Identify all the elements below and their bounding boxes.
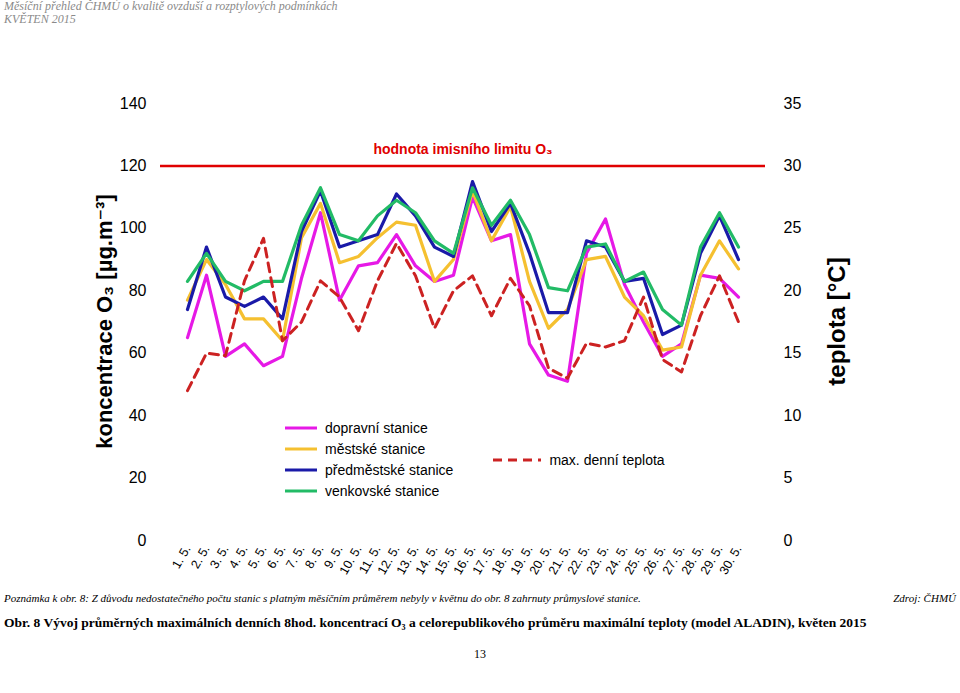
svg-text:27. 5.: 27. 5.	[659, 543, 688, 578]
svg-text:20: 20	[129, 469, 147, 486]
svg-text:15. 5.: 15. 5.	[431, 543, 460, 578]
html-text:venkovské stanice: venkovské stanice	[325, 483, 440, 499]
svg-text:30: 30	[784, 157, 802, 174]
svg-text:26. 5.: 26. 5.	[640, 543, 669, 578]
svg-text:140: 140	[120, 95, 147, 112]
svg-text:teplota [°C]: teplota [°C]	[823, 257, 850, 385]
svg-text:23. 5.: 23. 5.	[583, 543, 612, 578]
svg-text:29. 5.: 29. 5.	[697, 543, 726, 578]
svg-text:koncentrace O₃ [µg.m⁻³]: koncentrace O₃ [µg.m⁻³]	[92, 194, 117, 449]
html-text:Zdroj: ČHMÚ: Zdroj: ČHMÚ	[893, 592, 956, 604]
svg-text:17. 5.: 17. 5.	[469, 543, 498, 578]
svg-text:15: 15	[784, 344, 802, 361]
svg-text:25: 25	[784, 219, 802, 236]
svg-text:19. 5.: 19. 5.	[507, 543, 536, 578]
svg-text:28. 5.: 28. 5.	[678, 543, 707, 578]
svg-text:8. 5.: 8. 5.	[302, 543, 326, 571]
svg-text:10. 5.: 10. 5.	[336, 543, 365, 578]
html-text:Měsíční přehled ČHMÚ o kvalitě: Měsíční přehled ČHMÚ o kvalitě ovzduší a…	[4, 0, 338, 13]
html-text:KVĚTEN 2015: KVĚTEN 2015	[4, 12, 76, 26]
svg-text:20. 5.: 20. 5.	[526, 543, 555, 578]
svg-text:9. 5.: 9. 5.	[321, 543, 346, 572]
svg-text:11. 5.: 11. 5.	[356, 543, 384, 577]
svg-text:0: 0	[784, 532, 793, 549]
html-text:13: 13	[474, 647, 486, 661]
svg-text:35: 35	[784, 95, 802, 112]
svg-text:6. 5.: 6. 5.	[264, 543, 288, 571]
svg-text:4. 5.: 4. 5.	[226, 543, 250, 571]
html-text:městské stanice: městské stanice	[325, 441, 426, 457]
svg-text:22. 5.: 22. 5.	[564, 543, 593, 578]
svg-text:hodnota imisního limitu O₃: hodnota imisního limitu O₃	[373, 141, 552, 157]
svg-text:12. 5.: 12. 5.	[374, 543, 403, 578]
html-text:Obr. 8 Vývoj průměrných maximá: Obr. 8 Vývoj průměrných maximálních denn…	[4, 615, 867, 630]
svg-text:13. 5.: 13. 5.	[393, 543, 422, 578]
html-text:Poznámka k obr. 8: Z důvodu ne: Poznámka k obr. 8: Z důvodu nedostatečné…	[4, 592, 641, 604]
svg-text:24. 5.: 24. 5.	[602, 543, 631, 578]
svg-text:18. 5.: 18. 5.	[488, 543, 517, 578]
svg-text:40: 40	[129, 407, 147, 424]
svg-text:80: 80	[129, 282, 147, 299]
svg-text:25. 5.: 25. 5.	[621, 543, 650, 578]
html-text:max. denní teplota: max. denní teplota	[549, 451, 665, 468]
svg-text:10: 10	[784, 407, 802, 424]
svg-text:5. 5.: 5. 5.	[245, 543, 269, 571]
svg-text:60: 60	[129, 344, 147, 361]
svg-text:3. 5.: 3. 5.	[207, 543, 231, 571]
svg-text:20: 20	[784, 282, 802, 299]
svg-text:7. 5.: 7. 5.	[283, 543, 307, 571]
svg-text:16. 5.: 16. 5.	[450, 543, 479, 578]
html-text:dopravní stanice: dopravní stanice	[325, 420, 428, 436]
svg-text:21. 5.: 21. 5.	[545, 543, 574, 578]
svg-text:5: 5	[784, 469, 793, 486]
svg-text:1. 5.: 1. 5.	[169, 543, 193, 571]
svg-text:14. 5.: 14. 5.	[412, 543, 441, 578]
svg-text:100: 100	[120, 219, 147, 236]
svg-text:0: 0	[138, 532, 147, 549]
html-text:předměstské stanice: předměstské stanice	[325, 462, 454, 478]
svg-text:120: 120	[120, 157, 147, 174]
svg-text:30. 5.: 30. 5.	[717, 543, 745, 577]
svg-text:2. 5.: 2. 5.	[188, 543, 212, 571]
